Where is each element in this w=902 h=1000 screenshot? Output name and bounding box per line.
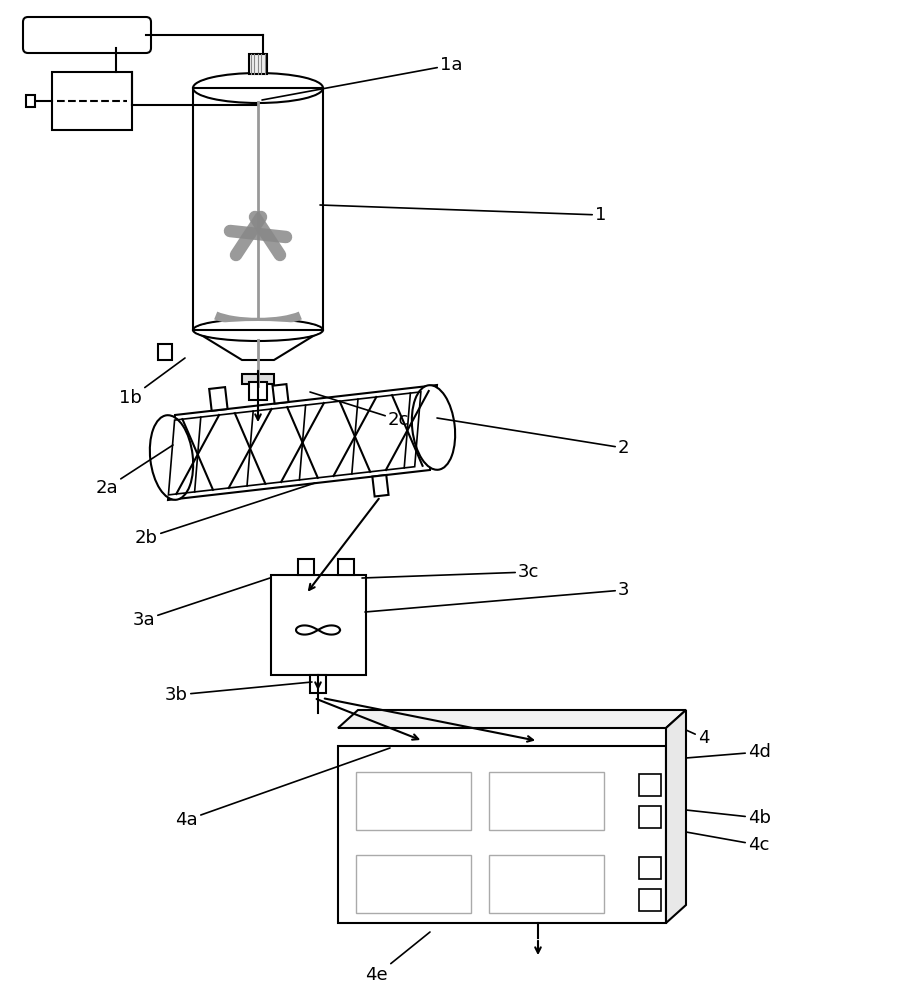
- Ellipse shape: [193, 73, 323, 103]
- Text: 1b: 1b: [119, 358, 185, 407]
- Text: 4: 4: [686, 729, 709, 747]
- Text: 2c: 2c: [309, 392, 409, 429]
- Bar: [337, 746, 666, 923]
- Bar: [355, 855, 471, 913]
- Bar: [309, 675, 326, 693]
- Bar: [639, 889, 660, 911]
- Bar: [489, 855, 603, 913]
- Polygon shape: [193, 330, 323, 360]
- Bar: [158, 344, 171, 360]
- FancyBboxPatch shape: [23, 17, 151, 53]
- Polygon shape: [666, 710, 686, 923]
- Ellipse shape: [150, 415, 193, 500]
- Polygon shape: [337, 710, 686, 728]
- Polygon shape: [272, 384, 288, 404]
- Bar: [52, 72, 132, 130]
- Bar: [639, 774, 660, 796]
- Bar: [26, 95, 35, 107]
- Bar: [639, 857, 660, 879]
- Bar: [242, 374, 273, 384]
- Bar: [249, 54, 267, 74]
- Ellipse shape: [195, 321, 320, 339]
- Bar: [355, 772, 471, 830]
- Text: 4a: 4a: [175, 748, 390, 829]
- Text: 4b: 4b: [686, 809, 770, 827]
- Bar: [489, 772, 603, 830]
- Bar: [639, 806, 660, 828]
- Text: 1: 1: [319, 205, 606, 224]
- Text: 2b: 2b: [135, 483, 315, 547]
- Ellipse shape: [193, 319, 323, 341]
- Text: 3: 3: [364, 581, 629, 612]
- Polygon shape: [168, 385, 437, 500]
- Bar: [249, 382, 267, 400]
- Polygon shape: [209, 387, 227, 411]
- Polygon shape: [372, 475, 388, 496]
- Ellipse shape: [195, 75, 320, 101]
- Bar: [337, 559, 354, 575]
- Text: 3c: 3c: [362, 563, 538, 581]
- Text: 2: 2: [437, 418, 629, 457]
- Bar: [298, 559, 314, 575]
- Text: 3b: 3b: [165, 682, 312, 704]
- Bar: [271, 575, 365, 675]
- Text: 4d: 4d: [686, 743, 770, 761]
- Text: 2a: 2a: [96, 445, 173, 497]
- Text: 3a: 3a: [133, 578, 270, 629]
- Text: 4c: 4c: [686, 832, 769, 854]
- Bar: [193, 88, 323, 330]
- Ellipse shape: [411, 385, 455, 470]
- Text: 4e: 4e: [365, 932, 429, 984]
- Text: 1a: 1a: [262, 56, 462, 100]
